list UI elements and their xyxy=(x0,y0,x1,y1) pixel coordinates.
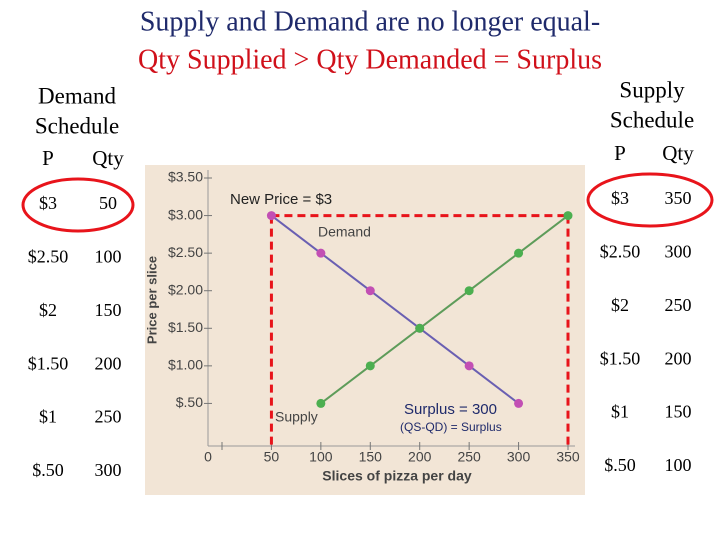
x-tick-label: 350 xyxy=(556,449,580,465)
y-axis-label: Price per slice xyxy=(144,256,159,344)
y-tick-label: $1.50 xyxy=(168,319,203,335)
series-label: Demand xyxy=(318,224,371,240)
table-cell: $1.50 xyxy=(28,353,69,373)
table-cell: 50 xyxy=(99,193,117,213)
table-title: Supply xyxy=(619,77,685,102)
y-tick-label: $2.00 xyxy=(168,281,203,297)
table-cell: 100 xyxy=(95,247,122,267)
highlight-ellipse xyxy=(21,177,135,233)
table-cell: $3 xyxy=(39,193,57,213)
highlight-ellipse xyxy=(586,172,714,228)
point xyxy=(266,211,276,221)
table-cell: $1 xyxy=(611,402,629,422)
table-cell: $1.50 xyxy=(600,348,641,368)
x-axis-label: Slices of pizza per day xyxy=(322,468,472,484)
column-header: Qty xyxy=(662,141,694,165)
chart-background xyxy=(145,165,585,495)
table-cell: 300 xyxy=(95,460,122,480)
point xyxy=(365,361,375,371)
table-cell: $.50 xyxy=(604,455,636,475)
table-cell: $.50 xyxy=(32,460,64,480)
point xyxy=(316,398,326,408)
annotation: Surplus = 300 xyxy=(404,401,497,418)
table-cell: $2.50 xyxy=(28,247,69,267)
y-tick-label: $1.00 xyxy=(168,357,203,373)
table-cell: $1 xyxy=(39,407,57,427)
table-cell: 100 xyxy=(665,455,692,475)
table-title: Demand xyxy=(38,83,116,108)
x-tick-label: 100 xyxy=(309,449,333,465)
title-line: Qty Supplied > Qty Demanded = Surplus xyxy=(138,44,602,75)
point xyxy=(365,286,375,296)
series-line xyxy=(270,214,520,405)
table-title: Schedule xyxy=(35,113,119,138)
point xyxy=(316,248,326,258)
table-cell: 350 xyxy=(665,188,692,208)
table-cell: 300 xyxy=(665,242,692,262)
annotation: New Price = $3 xyxy=(230,191,332,208)
table-cell: 250 xyxy=(95,407,122,427)
table-title: Schedule xyxy=(610,107,694,132)
column-header: P xyxy=(614,141,626,165)
table-cell: $2 xyxy=(39,300,57,320)
table-cell: $2.50 xyxy=(600,242,641,262)
point xyxy=(464,286,474,296)
x-tick-label: 0 xyxy=(204,449,212,465)
title-line: Supply and Demand are no longer equal- xyxy=(140,6,600,37)
table-cell: 250 xyxy=(665,295,692,315)
table-cell: 200 xyxy=(665,348,692,368)
y-tick-label: $3.00 xyxy=(168,206,203,222)
column-header: Qty xyxy=(92,146,124,170)
x-tick-label: 250 xyxy=(457,449,481,465)
y-tick-label: $2.50 xyxy=(168,244,203,260)
table-cell: $2 xyxy=(611,295,629,315)
y-tick-label: $3.50 xyxy=(168,169,203,185)
x-tick-label: 300 xyxy=(507,449,531,465)
point xyxy=(514,248,524,258)
table-cell: $3 xyxy=(611,188,629,208)
x-tick-label: 200 xyxy=(408,449,432,465)
x-tick-label: 150 xyxy=(359,449,383,465)
series-label: Supply xyxy=(275,409,318,425)
y-tick-label: $.50 xyxy=(176,394,203,410)
point xyxy=(464,361,474,371)
annotation: (QS-QD) = Surplus xyxy=(400,420,502,434)
table-cell: 150 xyxy=(665,402,692,422)
x-tick-label: 50 xyxy=(264,449,280,465)
series-line xyxy=(320,214,569,405)
table-cell: 200 xyxy=(95,353,122,373)
point xyxy=(563,211,573,221)
table-cell: 150 xyxy=(95,300,122,320)
point xyxy=(514,398,524,408)
point xyxy=(415,323,425,333)
column-header: P xyxy=(42,146,54,170)
